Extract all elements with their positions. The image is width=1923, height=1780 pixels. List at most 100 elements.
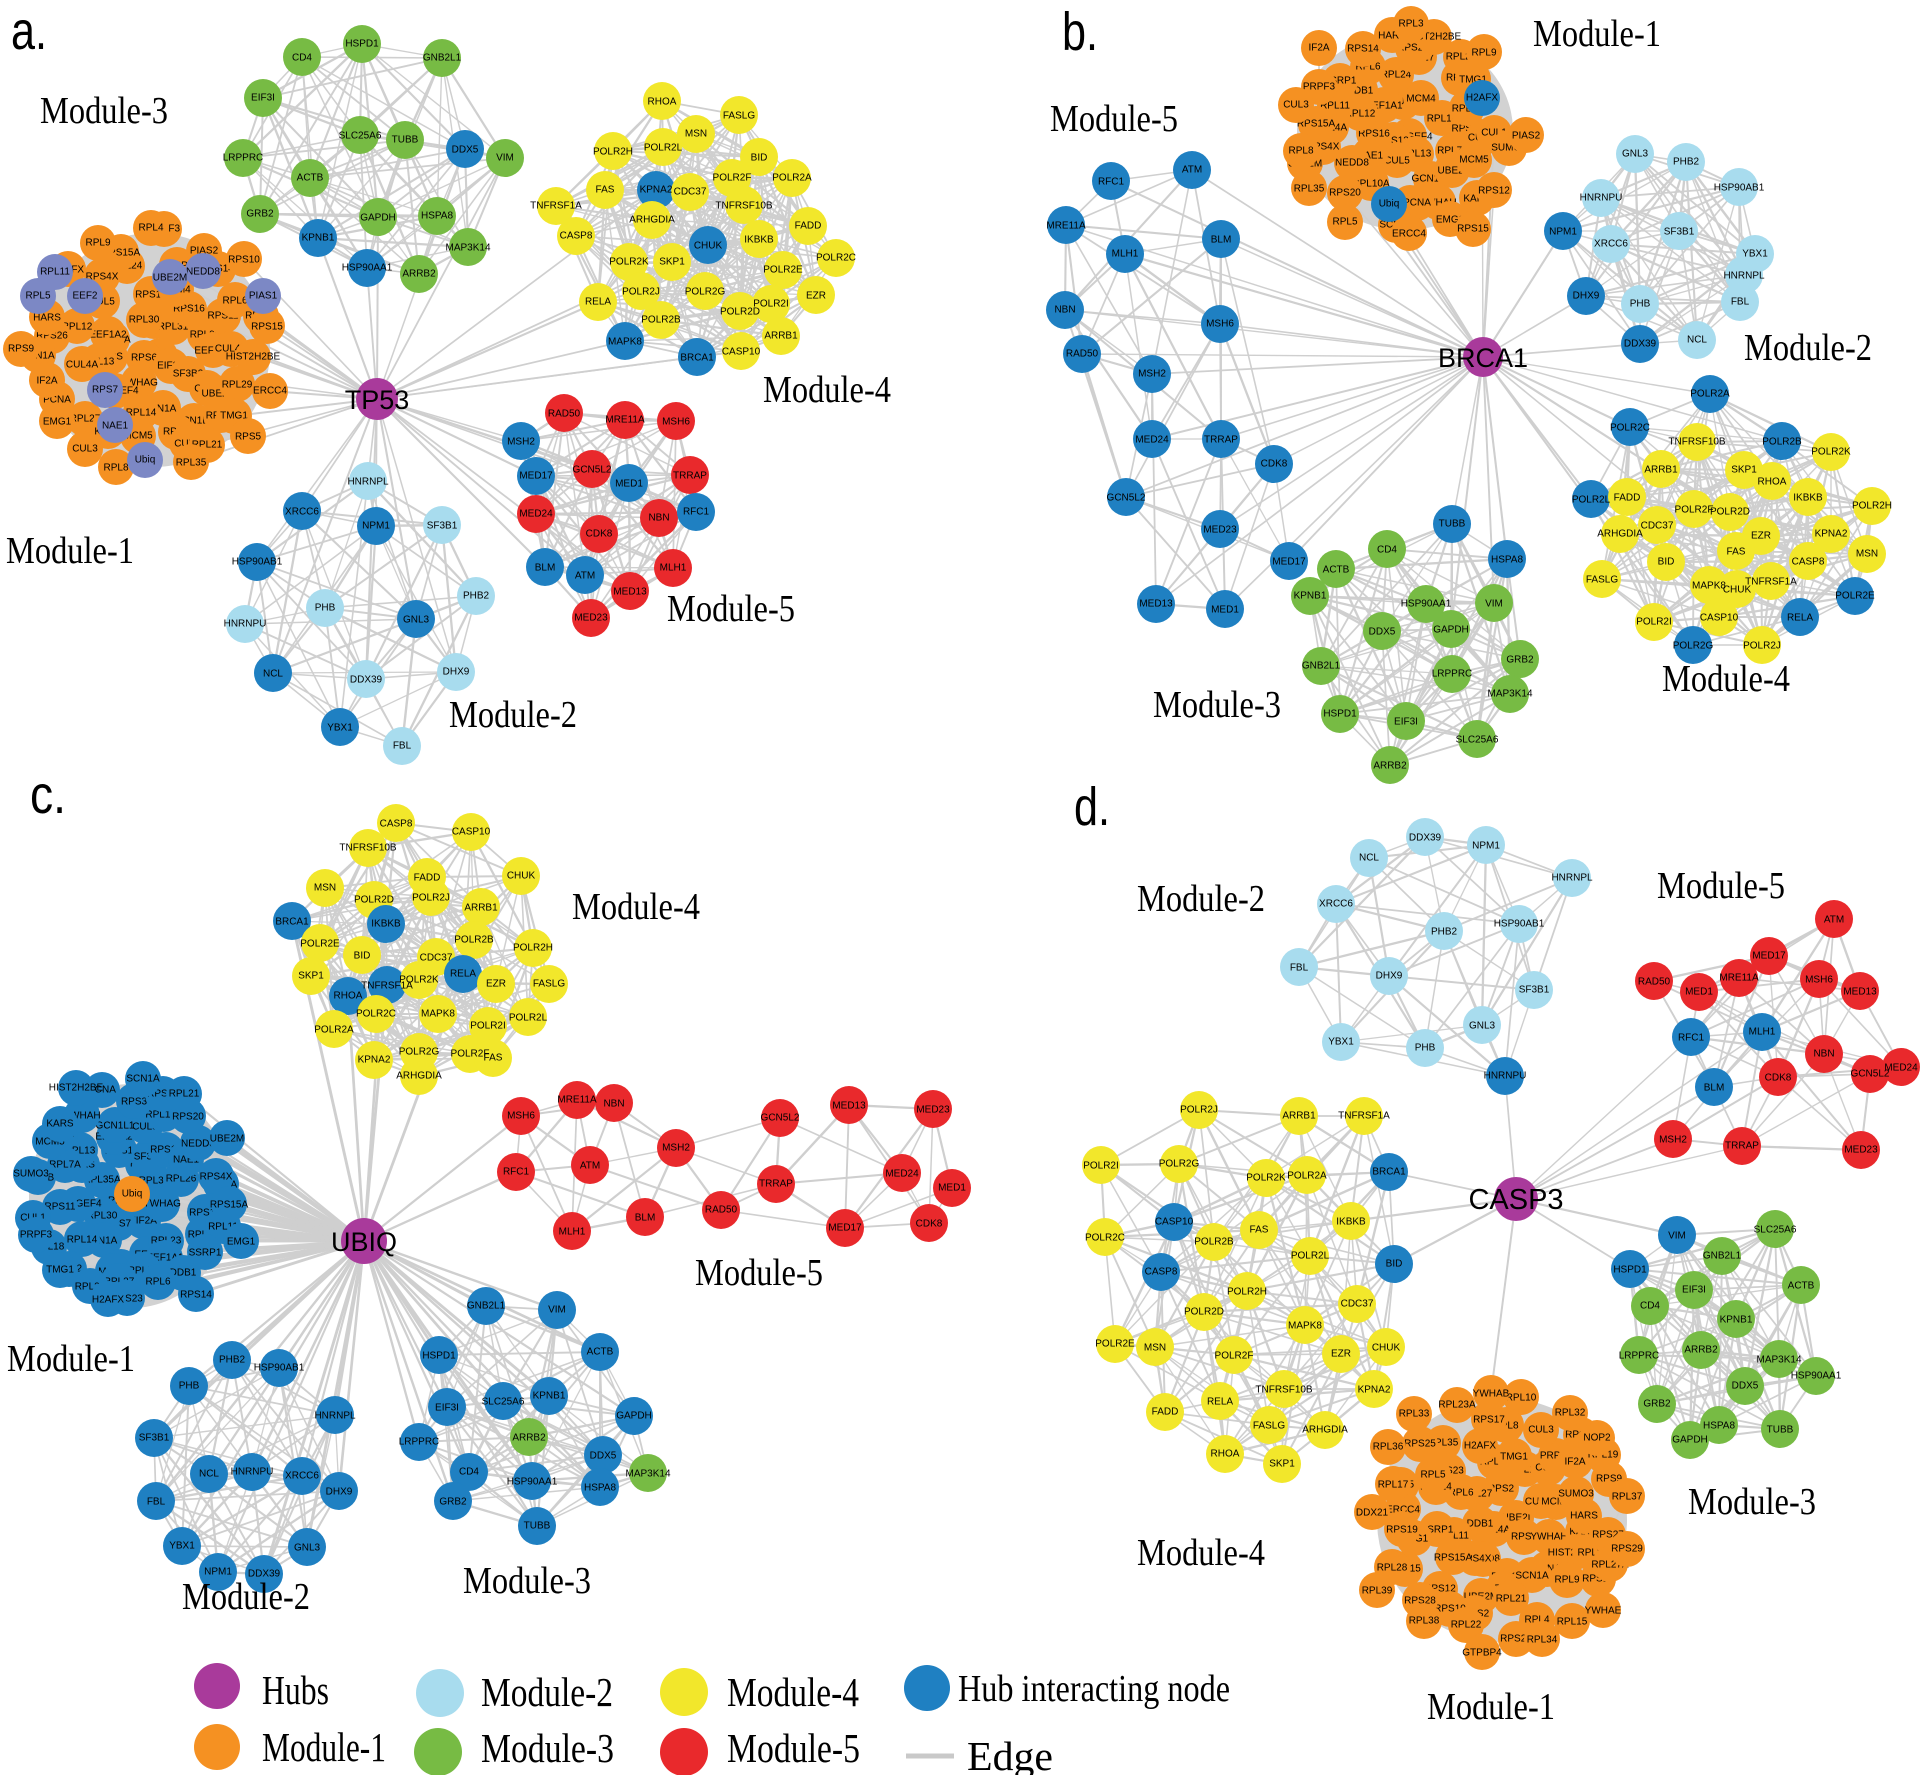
svg-text:HSPD1: HSPD1 xyxy=(1323,709,1357,720)
svg-text:TUBB: TUBB xyxy=(524,1521,551,1532)
svg-text:SF3B1: SF3B1 xyxy=(1664,227,1695,238)
svg-text:VIM: VIM xyxy=(1485,599,1503,610)
svg-text:MCM5: MCM5 xyxy=(35,1137,65,1148)
svg-text:CHUK: CHUK xyxy=(694,241,723,252)
svg-text:Module-1: Module-1 xyxy=(262,1724,386,1770)
svg-text:HSP90AA1: HSP90AA1 xyxy=(342,263,393,274)
svg-text:ACTB: ACTB xyxy=(297,173,324,184)
svg-text:EMG1: EMG1 xyxy=(227,1237,256,1248)
svg-text:CUL4B: CUL4B xyxy=(215,344,248,355)
svg-text:HIST2H2BE: HIST2H2BE xyxy=(49,1083,104,1094)
svg-text:RPL18: RPL18 xyxy=(1452,104,1483,115)
svg-text:RPS4X: RPS4X xyxy=(1307,142,1340,153)
svg-text:RPS11: RPS11 xyxy=(208,311,239,322)
svg-text:YWHAG: YWHAG xyxy=(120,378,158,389)
svg-text:RPL6: RPL6 xyxy=(222,296,247,307)
svg-text:NPM1: NPM1 xyxy=(1472,841,1500,852)
svg-text:RPL31: RPL31 xyxy=(158,322,189,333)
svg-text:RPL29: RPL29 xyxy=(1446,52,1477,63)
svg-text:CN1A: CN1A xyxy=(150,404,177,415)
svg-text:PHB2: PHB2 xyxy=(463,591,490,602)
svg-text:HSP90AB1: HSP90AB1 xyxy=(1714,183,1765,194)
svg-text:CASP8: CASP8 xyxy=(1792,557,1825,568)
svg-text:MCM5: MCM5 xyxy=(1541,1497,1571,1508)
svg-text:BLM: BLM xyxy=(535,563,556,574)
svg-text:KPNB1: KPNB1 xyxy=(302,233,335,244)
svg-text:RHOA: RHOA xyxy=(648,97,677,108)
svg-text:POLR2C: POLR2C xyxy=(1085,1233,1125,1244)
svg-text:KPNA2: KPNA2 xyxy=(1358,1385,1391,1396)
svg-text:POLR2L: POLR2L xyxy=(1572,495,1611,506)
svg-text:RPS15A: RPS15A xyxy=(1297,119,1336,130)
svg-text:RPL22: RPL22 xyxy=(1451,1620,1482,1631)
svg-text:HNRNPL: HNRNPL xyxy=(1723,271,1765,282)
svg-text:PIAS2: PIAS2 xyxy=(190,246,219,257)
svg-text:MED23: MED23 xyxy=(916,1105,950,1116)
svg-text:GNB2L1: GNB2L1 xyxy=(467,1301,506,1312)
svg-text:RPL9: RPL9 xyxy=(1554,1575,1579,1586)
svg-text:POLR2E: POLR2E xyxy=(1095,1339,1135,1350)
svg-text:EIF3I: EIF3I xyxy=(251,93,275,104)
svg-text:RPL10: RPL10 xyxy=(1506,1393,1537,1404)
svg-text:RPL8: RPL8 xyxy=(1493,1421,1518,1432)
svg-text:FAS: FAS xyxy=(1250,1225,1269,1236)
svg-text:RFC1: RFC1 xyxy=(503,1167,530,1178)
svg-text:VIM: VIM xyxy=(496,153,514,164)
svg-text:TNFRSF10B: TNFRSF10B xyxy=(715,201,773,212)
svg-text:DHX9: DHX9 xyxy=(443,667,470,678)
svg-text:MSH6: MSH6 xyxy=(1805,975,1833,986)
svg-text:RPL31: RPL31 xyxy=(139,1176,170,1187)
svg-text:RPL11: RPL11 xyxy=(1320,101,1350,112)
svg-text:POLR2G: POLR2G xyxy=(685,287,726,298)
svg-text:PHB2: PHB2 xyxy=(1431,927,1458,938)
svg-text:RPS13: RPS13 xyxy=(135,290,167,301)
svg-text:SF3B1: SF3B1 xyxy=(1519,985,1550,996)
svg-text:RPS4X: RPS4X xyxy=(1459,1554,1492,1565)
svg-text:MAP3K14: MAP3K14 xyxy=(625,1469,670,1480)
svg-text:PHB2: PHB2 xyxy=(1673,157,1700,168)
svg-text:ARHGDIA: ARHGDIA xyxy=(396,1071,442,1082)
svg-text:GNB2L1: GNB2L1 xyxy=(1302,661,1341,672)
svg-text:RFC1: RFC1 xyxy=(1098,177,1125,188)
svg-text:SLC25A6: SLC25A6 xyxy=(1456,735,1499,746)
svg-text:DDX5: DDX5 xyxy=(1369,627,1396,638)
svg-text:HSP90AA1: HSP90AA1 xyxy=(507,1477,558,1488)
svg-text:EMG1: EMG1 xyxy=(1436,215,1465,226)
svg-text:HNRNPU: HNRNPU xyxy=(231,1467,274,1478)
svg-text:RPS18: RPS18 xyxy=(1582,1574,1614,1585)
svg-text:KPNA2: KPNA2 xyxy=(358,1055,391,1066)
svg-text:RPS6: RPS6 xyxy=(131,353,158,364)
svg-text:POLR2B: POLR2B xyxy=(1762,437,1802,448)
svg-text:Module-3: Module-3 xyxy=(481,1725,614,1771)
svg-text:a.: a. xyxy=(11,1,47,61)
svg-text:FAS: FAS xyxy=(484,1053,503,1064)
svg-text:SF3B3: SF3B3 xyxy=(134,1152,165,1163)
svg-text:CASP8: CASP8 xyxy=(1145,1267,1178,1278)
svg-text:MED1: MED1 xyxy=(938,1183,966,1194)
svg-text:EZR: EZR xyxy=(486,979,506,990)
svg-text:NBN: NBN xyxy=(1813,1049,1834,1060)
svg-text:NPM1: NPM1 xyxy=(362,521,390,532)
svg-text:RPL27: RPL27 xyxy=(70,414,101,425)
svg-text:SSRP1: SSRP1 xyxy=(189,1248,222,1259)
svg-text:SSRP1: SSRP1 xyxy=(1421,1525,1454,1536)
svg-text:RPS3: RPS3 xyxy=(1511,1532,1538,1543)
svg-text:FBL: FBL xyxy=(1731,297,1750,308)
svg-text:RPL29: RPL29 xyxy=(222,380,253,391)
svg-text:RPL3: RPL3 xyxy=(1398,19,1423,30)
svg-text:FASLG: FASLG xyxy=(1253,1421,1285,1432)
svg-text:SUMO3: SUMO3 xyxy=(1491,143,1527,154)
svg-text:CN1A: CN1A xyxy=(91,1236,118,1247)
svg-text:CDC37: CDC37 xyxy=(674,187,707,198)
svg-text:MSH6: MSH6 xyxy=(662,417,690,428)
svg-text:RPS10: RPS10 xyxy=(1434,1604,1466,1615)
svg-text:PHB: PHB xyxy=(179,1381,200,1392)
svg-text:MAPK8: MAPK8 xyxy=(608,337,642,348)
svg-text:TRRAP: TRRAP xyxy=(1204,435,1238,446)
svg-text:MCM5: MCM5 xyxy=(1459,155,1489,166)
svg-text:NEDD8: NEDD8 xyxy=(1335,158,1369,169)
svg-text:Module-4: Module-4 xyxy=(572,886,700,928)
svg-text:HSP90AA1: HSP90AA1 xyxy=(1401,599,1452,610)
svg-text:POLR2B: POLR2B xyxy=(641,315,681,326)
svg-text:RPS11: RPS11 xyxy=(1452,124,1483,135)
